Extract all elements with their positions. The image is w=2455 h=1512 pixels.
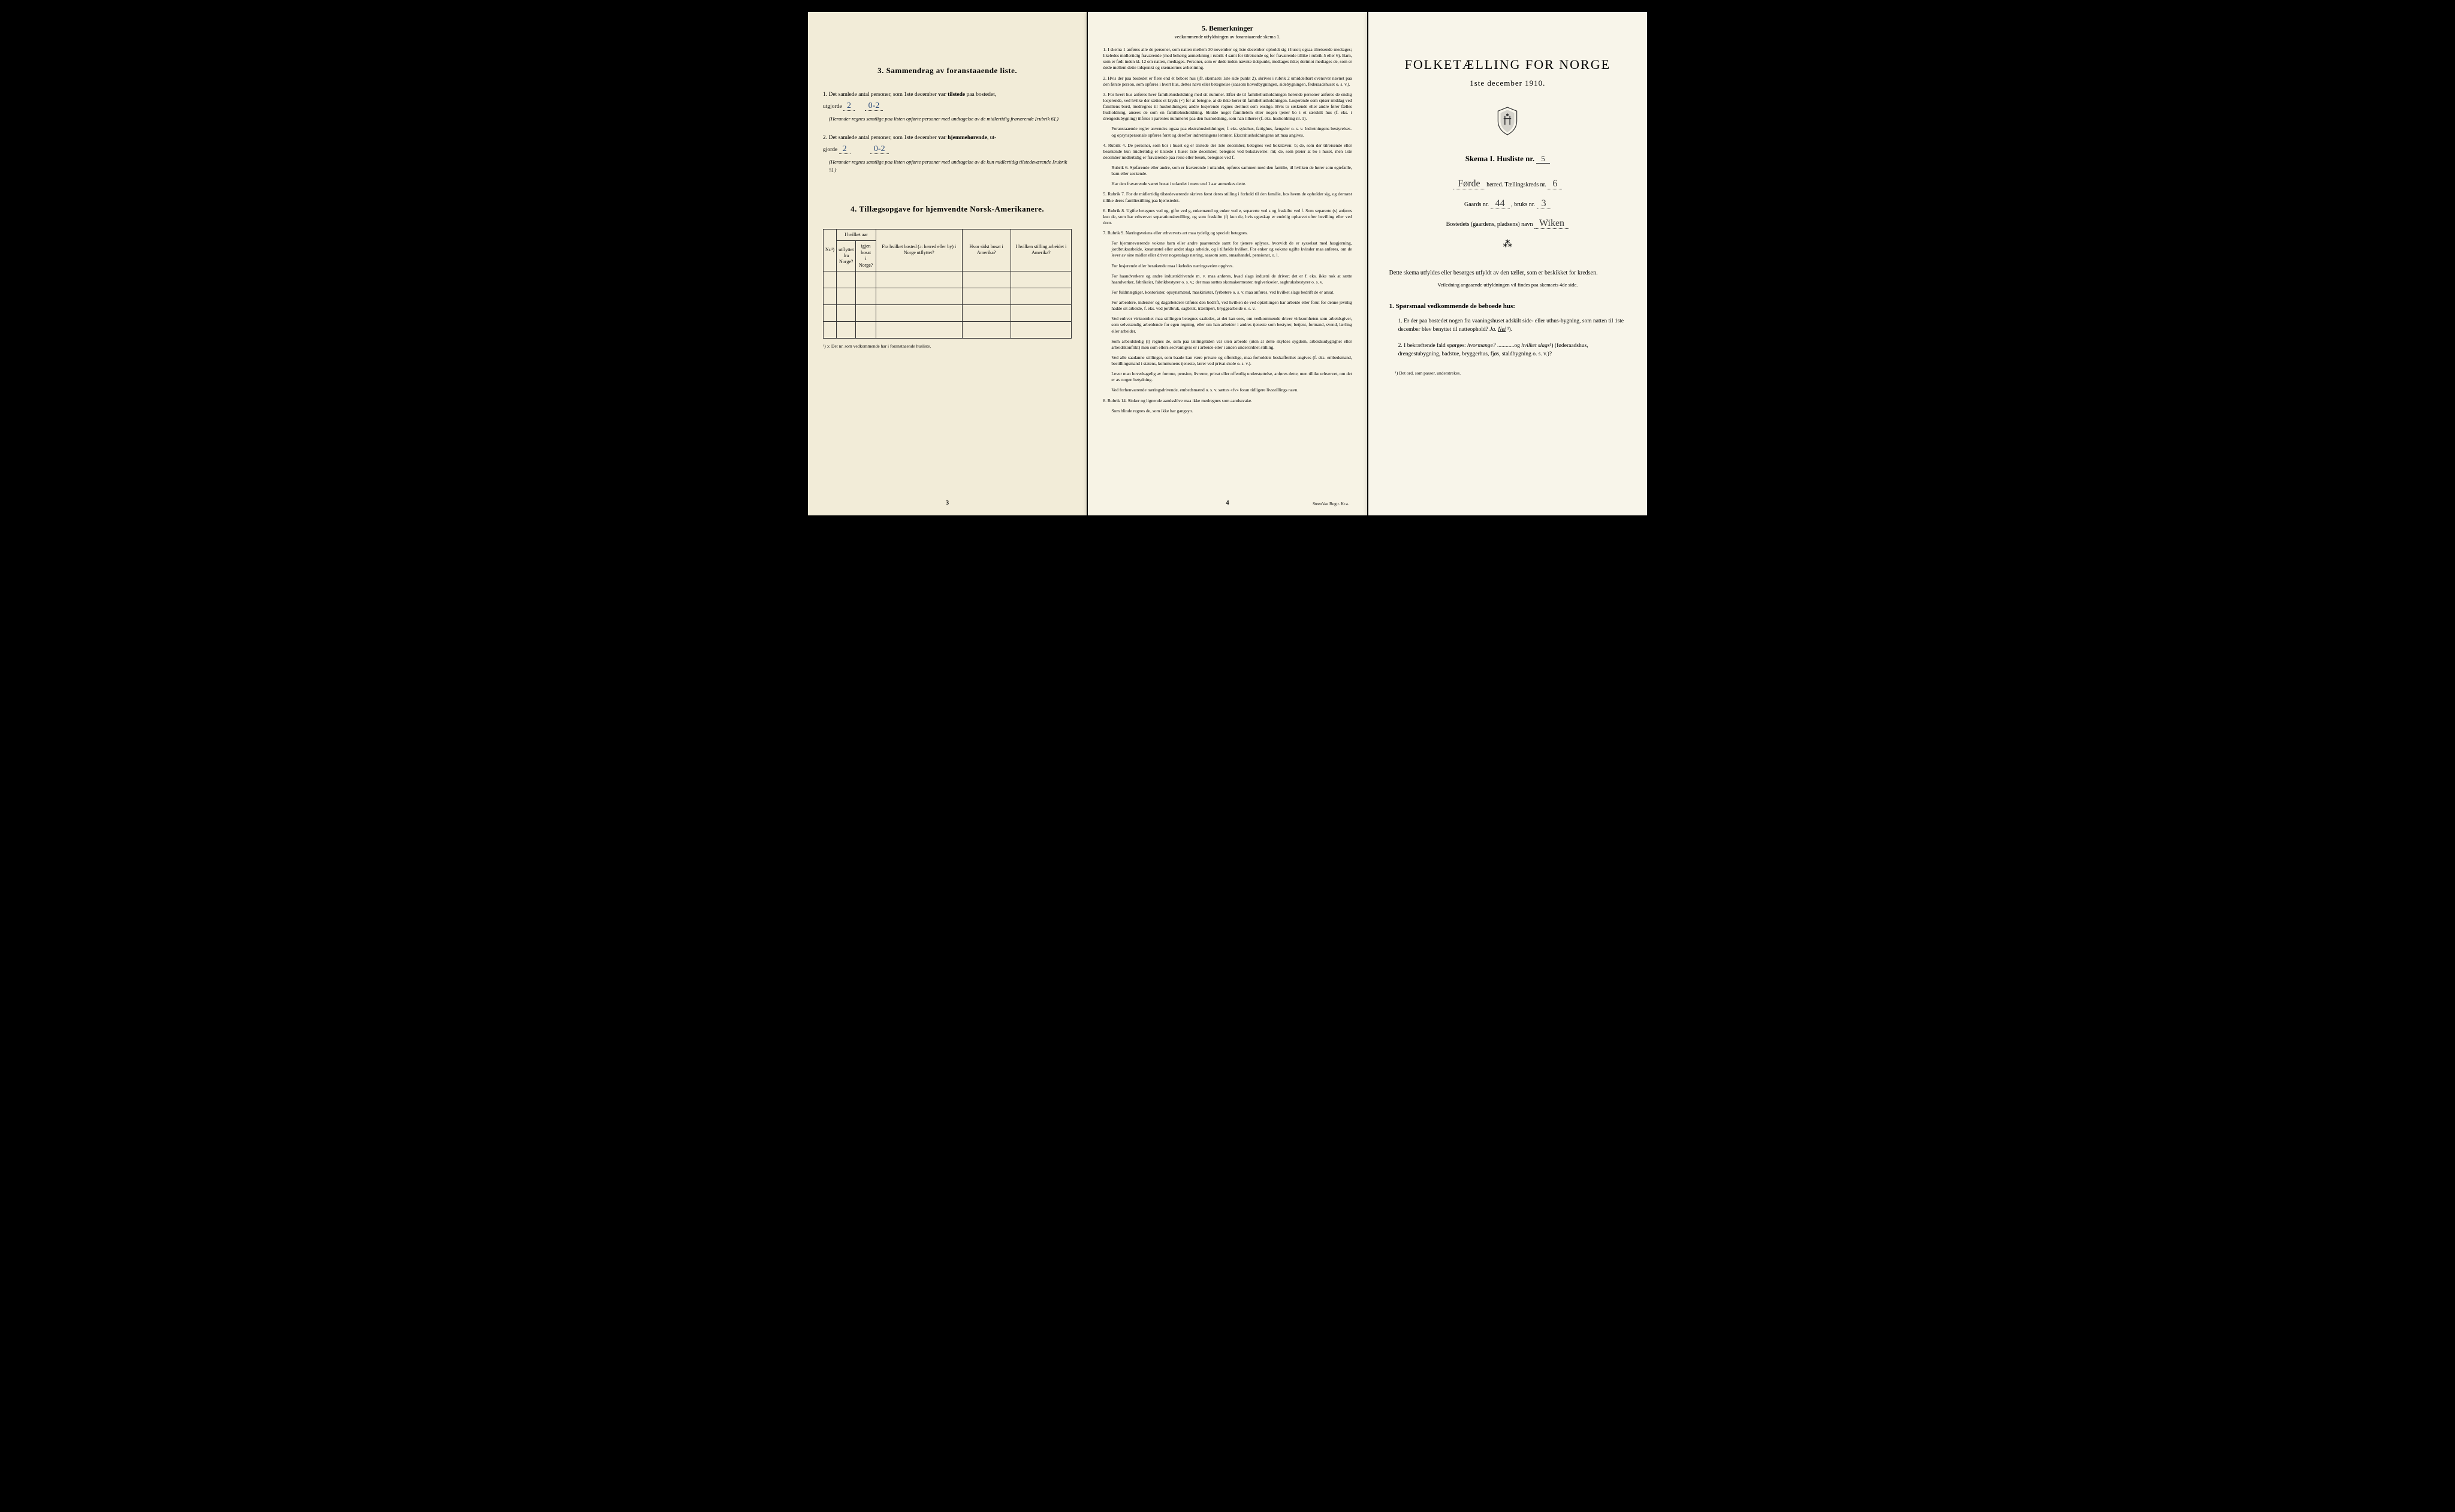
gaards-label: Gaards nr.: [1464, 201, 1489, 208]
herred-hw: Førde: [1453, 179, 1485, 189]
remark-7-sub4: For fuldmægtiger, kontorister, opsynsmæn…: [1111, 289, 1352, 295]
section5-title: 5. Bemerkninger: [1103, 24, 1352, 33]
item1-suffix: paa bostedet,: [965, 92, 996, 98]
question-1: 1. Er der paa bostedet nogen fra vaaning…: [1398, 317, 1626, 334]
item1-bold: var tilstede: [938, 92, 965, 98]
item2-bold: var hjemmehørende: [938, 135, 987, 141]
remark-2: 2. Hvis der paa bostedet er flere end ét…: [1103, 76, 1352, 87]
kreds-hw: 6: [1548, 179, 1562, 189]
skema-hw: 5: [1536, 154, 1550, 164]
remark-4b: Har den fraværende været bosat i utlande…: [1111, 181, 1352, 187]
remark-4a: Rubrik 6. Sjøfarende eller andre, som er…: [1111, 165, 1352, 177]
item2-prefix: 2. Det samlede antal personer, som 1ste …: [823, 135, 938, 141]
remark-7-sub9: Lever man hovedsagelig av formue, pensio…: [1111, 371, 1352, 383]
page-right: FOLKETÆLLING FOR NORGE 1ste december 191…: [1368, 12, 1647, 515]
table-row: [824, 321, 1072, 338]
section4-title: 4. Tillægsopgave for hjemvendte Norsk-Am…: [823, 204, 1072, 214]
table-note: ¹) ɔ: Det nr. som vedkommende har i fora…: [823, 343, 1072, 349]
th-utflyttet: utflyttetfraNorge?: [837, 241, 856, 271]
question-title: 1. Spørsmaal vedkommende de beboede hus:: [1389, 303, 1632, 310]
remark-7-sub1: For hjemmeværende voksne barn eller andr…: [1111, 240, 1352, 258]
bruks-label: , bruks nr.: [1511, 201, 1535, 208]
main-subtitle: 1ste december 1910.: [1383, 79, 1632, 88]
bosted-hw: Wiken: [1534, 218, 1569, 229]
section5-subtitle: vedkommende utfyldningen av foranstaaend…: [1103, 34, 1352, 40]
remark-7-sub2: For losjerende eller besøkende maa likel…: [1111, 263, 1352, 269]
printer-note: Steen'ske Bogtr. Kr.a.: [1313, 502, 1349, 506]
bruks-hw: 3: [1537, 198, 1551, 209]
summary-item-2: 2. Det samlede antal personer, som 1ste …: [823, 134, 1072, 174]
summary-item-1: 1. Det samlede antal personer, som 1ste …: [823, 90, 1072, 123]
body-sub: Veiledning angaaende utfyldningen vil fi…: [1383, 282, 1632, 288]
remark-7-sub5: For arbeidere, inderster og dagarbeidere…: [1111, 300, 1352, 312]
remark-3-sub: Foranstaaende regler anvendes ogsaa paa …: [1111, 126, 1352, 138]
remark-1: 1. I skema 1 anføres alle de personer, s…: [1103, 47, 1352, 71]
skema-line: Skema I. Husliste nr. 5: [1383, 154, 1632, 164]
item2-hw1: 2: [839, 144, 850, 154]
table-row: [824, 288, 1072, 304]
th-amerika: Hvor sidst bosat i Amerika?: [962, 229, 1011, 271]
item1-hw1: 2: [843, 101, 855, 111]
th-bosted: Fra hvilket bosted (ɔ: herred eller by) …: [876, 229, 962, 271]
herred-line: Førde herred. Tællingskreds nr. 6: [1383, 179, 1632, 189]
remark-8: 8. Rubrik 14. Sinker og lignende aandssl…: [1103, 398, 1352, 404]
item2-hw2: 0-2: [870, 144, 889, 154]
amerikanere-table: Nr.¹) I hvilket aar Fra hvilket bosted (…: [823, 229, 1072, 339]
gaards-line: Gaards nr. 44 , bruks nr. 3: [1383, 198, 1632, 209]
question-2: 2. I bekræftende fald spørges: hvormange…: [1398, 342, 1626, 359]
herred-label: herred. Tællingskreds nr.: [1486, 182, 1546, 188]
remark-5: 5. Rubrik 7. For de midlertidig tilstede…: [1103, 191, 1352, 203]
remark-8-sub: Som blinde regnes de, som ikke har gangs…: [1111, 408, 1352, 414]
bosted-label: Bostedets (gaardens, pladsens) navn: [1446, 221, 1533, 228]
th-group: I hvilket aar: [837, 229, 876, 240]
table-row: [824, 304, 1072, 321]
footnote: ¹) Det ord, som passer, understrekes.: [1395, 370, 1632, 376]
remark-7-sub10: Ved forhenværende næringsdrivende, embed…: [1111, 387, 1352, 393]
body-text: Dette skema utfyldes eller besørges utfy…: [1389, 268, 1626, 278]
remark-7-sub3: For haandverkere og andre industridriven…: [1111, 273, 1352, 285]
item1-line2: utgjorde: [823, 104, 843, 110]
gaards-hw: 44: [1491, 198, 1510, 209]
page-number-1: 3: [946, 500, 949, 506]
table-row: [824, 271, 1072, 288]
th-nr: Nr.¹): [824, 229, 837, 271]
item2-note: (Herunder regnes samtlige paa listen opf…: [829, 158, 1072, 174]
remark-7-sub7: Som arbeidsledig (l) regnes de, som paa …: [1111, 339, 1352, 351]
divider-icon: ⁂: [1383, 238, 1632, 250]
section3-title: 3. Sammendrag av foranstaaende liste.: [823, 66, 1072, 76]
page-number-2: 4: [1226, 500, 1229, 506]
remark-7: 7. Rubrik 9. Næringsveiens eller erhverv…: [1103, 230, 1352, 236]
remark-6: 6. Rubrik 8. Ugifte betegnes ved ug, gif…: [1103, 208, 1352, 226]
item1-prefix: 1. Det samlede antal personer, som 1ste …: [823, 92, 938, 98]
remark-7-sub8: Ved alle saadanne stillinger, som baade …: [1111, 355, 1352, 367]
item1-hw2: 0-2: [865, 101, 883, 111]
bosted-line: Bostedets (gaardens, pladsens) navn Wike…: [1383, 218, 1632, 229]
page-middle: 5. Bemerkninger vedkommende utfyldningen…: [1088, 12, 1367, 515]
item2-suffix: , ut-: [987, 135, 996, 141]
main-title: FOLKETÆLLING FOR NORGE: [1383, 57, 1632, 73]
skema-label: Skema I. Husliste nr.: [1465, 154, 1534, 163]
remark-3: 3. For hvert hus anføres hver familiehus…: [1103, 92, 1352, 122]
remark-4: 4. Rubrik 4. De personer, som bor i huse…: [1103, 143, 1352, 161]
remark-7-sub6: Ved enhver virksomhet maa stillingen bet…: [1111, 316, 1352, 334]
th-stilling: I hvilken stilling arbeidet i Amerika?: [1011, 229, 1072, 271]
coat-of-arms-icon: [1383, 106, 1632, 139]
page-left: 3. Sammendrag av foranstaaende liste. 1.…: [808, 12, 1087, 515]
th-bosat: igjenbosati Norge?: [856, 241, 876, 271]
item2-line2: gjorde: [823, 147, 839, 153]
item1-note: (Herunder regnes samtlige paa listen opf…: [829, 115, 1072, 123]
